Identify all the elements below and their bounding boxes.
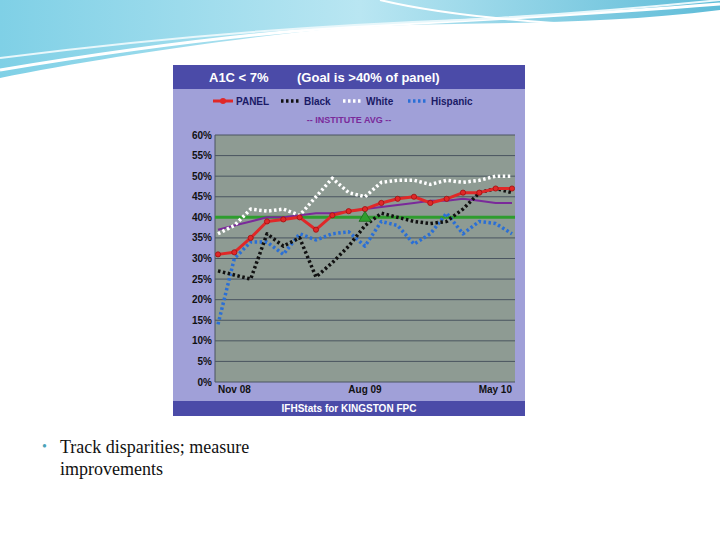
title-bar [173,65,525,89]
legend-swatch [408,99,428,103]
y-tick-label: 15% [192,315,212,326]
legend-label: Black [304,96,331,107]
legend-swatch [343,99,363,103]
y-tick-label: 0% [198,377,213,388]
grid-line [215,237,515,238]
legend-swatch [281,99,301,103]
wave-line [0,0,720,58]
grid-line [215,135,515,136]
point [281,217,286,222]
y-axis [215,135,216,382]
point [477,190,482,195]
legend-label: PANEL [236,96,269,107]
grid-line [215,382,515,383]
point [215,252,220,257]
grid-line [215,340,515,341]
y-tick-label: 50% [192,171,212,182]
y-tick-label: 55% [192,150,212,161]
point [330,213,335,218]
series-line [218,213,512,324]
goal-marker [359,211,371,221]
point [444,196,449,201]
grid-line [215,361,515,362]
footer-bar [173,401,525,416]
y-tick-label: 10% [192,335,212,346]
y-tick-label: 20% [192,294,212,305]
bullet-list: Track disparities; measure improvements [40,436,330,480]
legend-label: Hispanic [431,96,473,107]
y-tick-label: 5% [198,356,213,367]
y-tick-label: 45% [192,191,212,202]
point [460,190,465,195]
x-tick-label: Nov 08 [218,384,251,395]
chart-frame [173,65,525,416]
y-tick-label: 40% [192,212,212,223]
series-line [218,189,512,280]
bullet: Track disparities; measure improvements [60,436,330,480]
point [313,227,318,232]
caption: IFHStats for KINGSTON FPC [282,403,417,414]
wave-line [380,0,720,30]
legend-label: White [366,96,394,107]
point [509,186,514,191]
x-tick-label: Aug 09 [348,384,382,395]
point [379,200,384,205]
grid-line [215,176,515,177]
point [411,194,416,199]
plot-area [215,135,515,382]
grid-line [215,279,515,280]
plot-marks [215,176,515,324]
point [297,215,302,220]
wave-line [0,4,720,70]
point [264,219,269,224]
point [493,186,498,191]
grid-line [215,155,515,156]
subtitle: (Goal is >40% of panel) [297,70,440,85]
point [232,250,237,255]
y-tick-label: 25% [192,274,212,285]
point [395,196,400,201]
y-tick-label: 35% [192,232,212,243]
legend-label: -- INSTITUTE AVG -- [307,115,392,125]
title: A1C < 7% [209,70,269,85]
x-tick-label: May 10 [479,384,513,395]
point [428,200,433,205]
legend-swatch [220,98,226,104]
y-tick-label: 30% [192,253,212,264]
grid-line [215,299,515,300]
point [248,235,253,240]
point [346,209,351,214]
y-tick-label: 60% [192,130,212,141]
series-line [218,189,512,255]
grid-line [215,320,515,321]
